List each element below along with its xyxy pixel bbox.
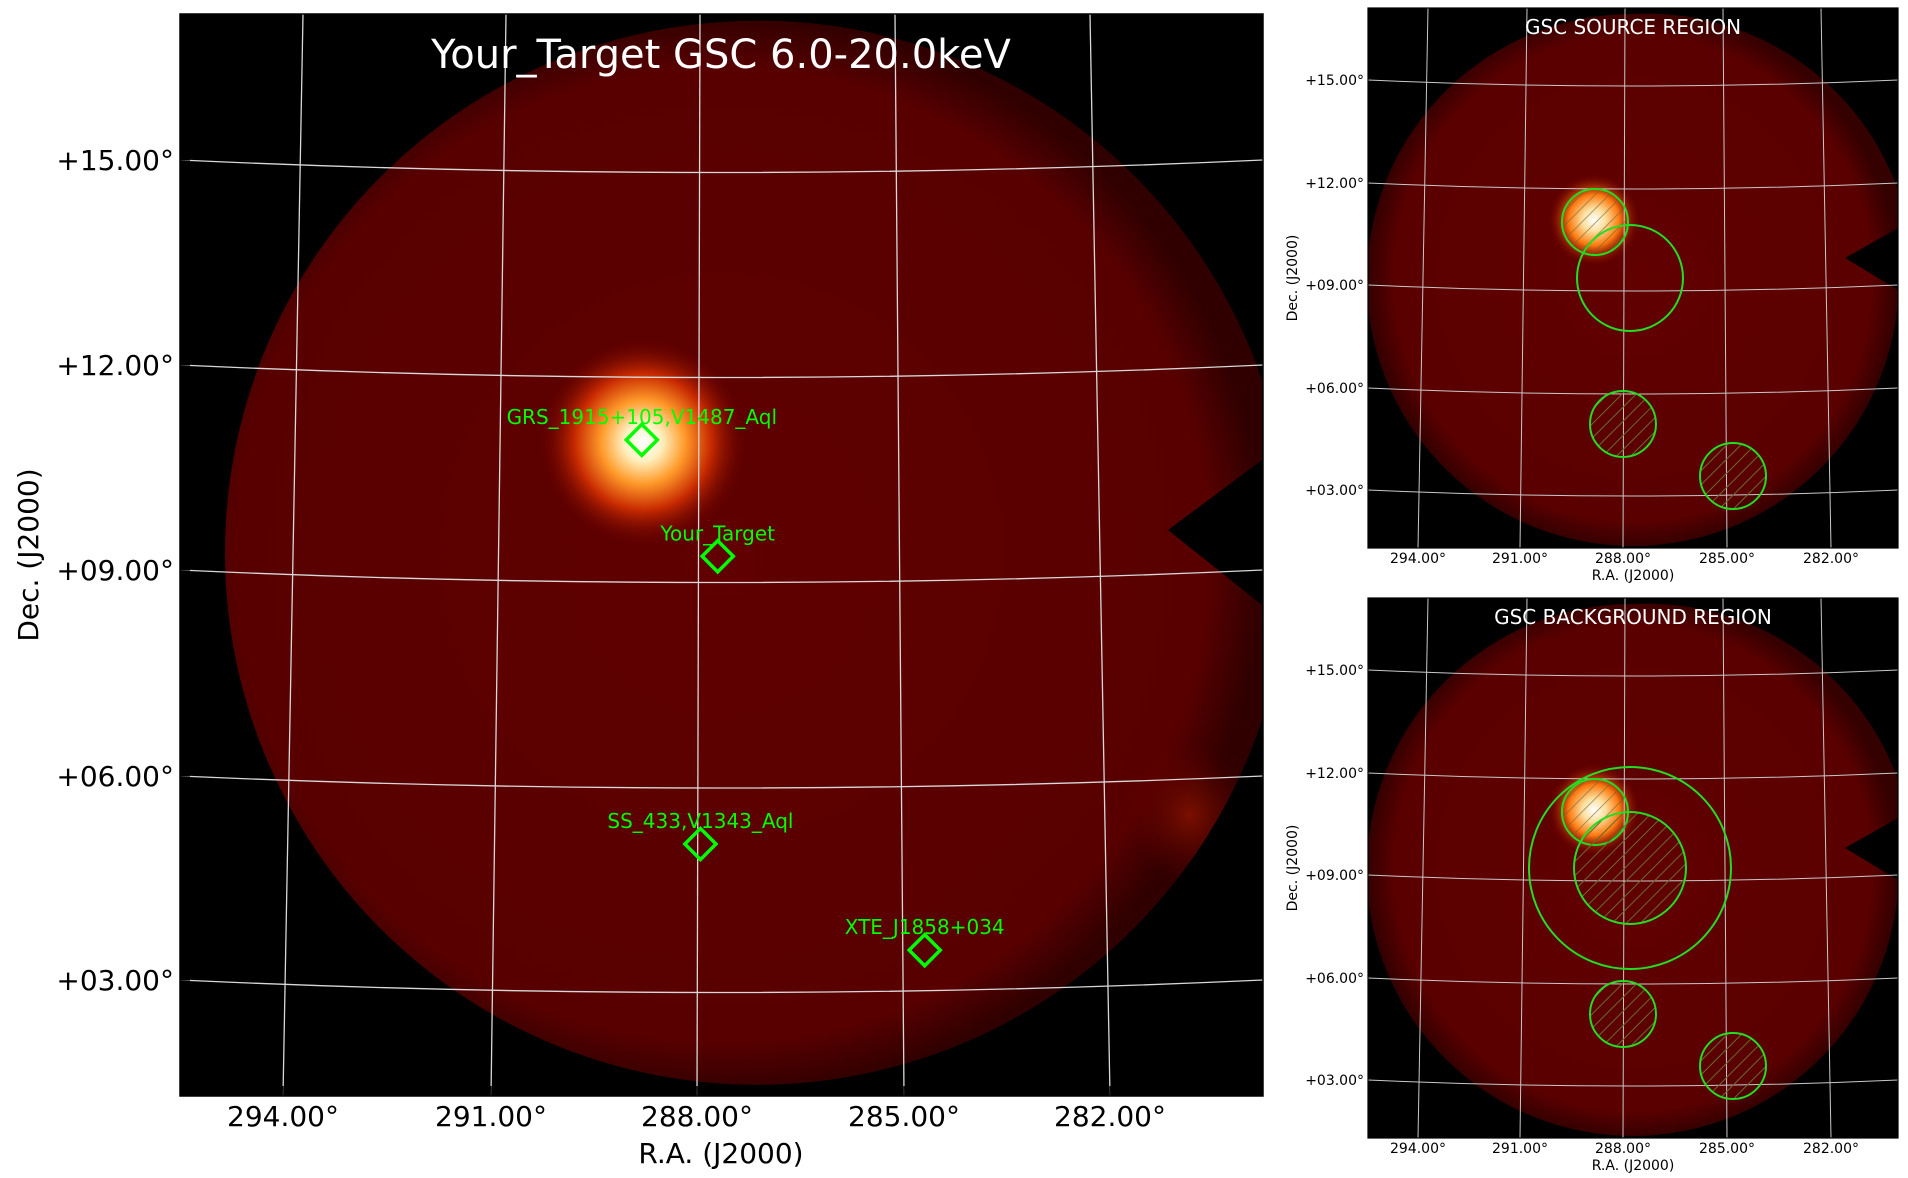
background-ylabel: Dec. (J2000) xyxy=(1285,825,1301,912)
main-ra-tick-label: 282.00° xyxy=(1054,1100,1166,1133)
source-region-title: GSC SOURCE REGION xyxy=(1525,15,1741,39)
source-dec-tick-label: +12.00° xyxy=(1305,176,1364,192)
source-ylabel: Dec. (J2000) xyxy=(1285,235,1301,322)
background-ra-tick-label: 291.00° xyxy=(1492,1141,1548,1157)
main-source-markers: GRS_1915+105,V1487_Aql Your_Target SS_433,… xyxy=(507,405,1005,969)
main-ra-gridlines xyxy=(282,14,1111,1096)
source-region-map: GSC SOURCE REGION +15.00° +12.00° +09.00… xyxy=(1285,7,1899,584)
source-ra-tick-label: 294.00° xyxy=(1390,551,1446,567)
source-marker-diamond xyxy=(699,538,736,575)
source-ra-tick-label: 291.00° xyxy=(1492,551,1548,567)
background-ra-tick-label: 285.00° xyxy=(1699,1141,1755,1157)
source-xlabel: R.A. (J2000) xyxy=(1592,568,1675,584)
main-ra-tick-label: 288.00° xyxy=(641,1100,753,1133)
background-region-map: GSC BACKGROUND REGION +15.00° +12.00° +0… xyxy=(1285,597,1899,1174)
source-marker-diamond xyxy=(906,932,943,969)
source-marker-label: SS_433,V1343_Aql xyxy=(607,809,793,833)
background-dec-tick-label: +03.00° xyxy=(1305,1073,1364,1089)
background-dec-tick-label: +12.00° xyxy=(1305,766,1364,782)
source-marker-diamond xyxy=(682,825,719,863)
main-xlabel: R.A. (J2000) xyxy=(638,1137,803,1170)
source-dec-tick-label: +03.00° xyxy=(1305,483,1364,499)
main-tick-marks xyxy=(180,159,1111,1096)
background-dec-tick-label: +09.00° xyxy=(1305,868,1364,884)
main-ra-tick-label: 294.00° xyxy=(227,1100,339,1133)
source-marker-diamond xyxy=(623,421,660,458)
source-region-circles xyxy=(1561,188,1767,510)
background-xlabel: R.A. (J2000) xyxy=(1592,1158,1675,1174)
background-ra-tick-label: 294.00° xyxy=(1390,1141,1446,1157)
source-marker-label: XTE_J1858+034 xyxy=(845,915,1005,939)
source-ra-tick-label: 288.00° xyxy=(1595,551,1651,567)
background-region-title: GSC BACKGROUND REGION xyxy=(1494,605,1772,629)
main-title: Your_Target GSC 6.0-20.0keV xyxy=(430,32,1011,78)
main-dec-tick-label: +15.00° xyxy=(56,144,174,177)
background-ra-tick-label: 288.00° xyxy=(1595,1141,1651,1157)
main-ra-tick-label: 291.00° xyxy=(435,1100,547,1133)
source-ra-tick-label: 285.00° xyxy=(1699,551,1755,567)
main-dec-tick-label: +09.00° xyxy=(56,554,174,587)
main-sky-map: Your_Target GSC 6.0-20.0keV +15.00° +12.… xyxy=(12,13,1264,1170)
source-marker-label: Your_Target xyxy=(659,521,775,545)
main-ra-tick-label: 285.00° xyxy=(848,1100,960,1133)
background-ra-tick-label: 282.00° xyxy=(1803,1141,1859,1157)
source-marker-label: GRS_1915+105,V1487_Aql xyxy=(507,405,777,429)
main-dec-tick-label: +12.00° xyxy=(56,349,174,382)
source-dec-tick-label: +09.00° xyxy=(1305,278,1364,294)
source-dec-tick-label: +06.00° xyxy=(1305,381,1364,397)
background-dec-tick-label: +15.00° xyxy=(1305,663,1364,679)
background-dec-tick-label: +06.00° xyxy=(1305,971,1364,987)
main-dec-tick-label: +06.00° xyxy=(56,760,174,793)
source-ra-tick-label: 282.00° xyxy=(1803,551,1859,567)
main-dec-tick-label: +03.00° xyxy=(56,964,174,997)
main-ylabel: Dec. (J2000) xyxy=(12,468,45,641)
source-dec-tick-label: +15.00° xyxy=(1305,73,1364,89)
background-region-circles xyxy=(1528,766,1767,1100)
